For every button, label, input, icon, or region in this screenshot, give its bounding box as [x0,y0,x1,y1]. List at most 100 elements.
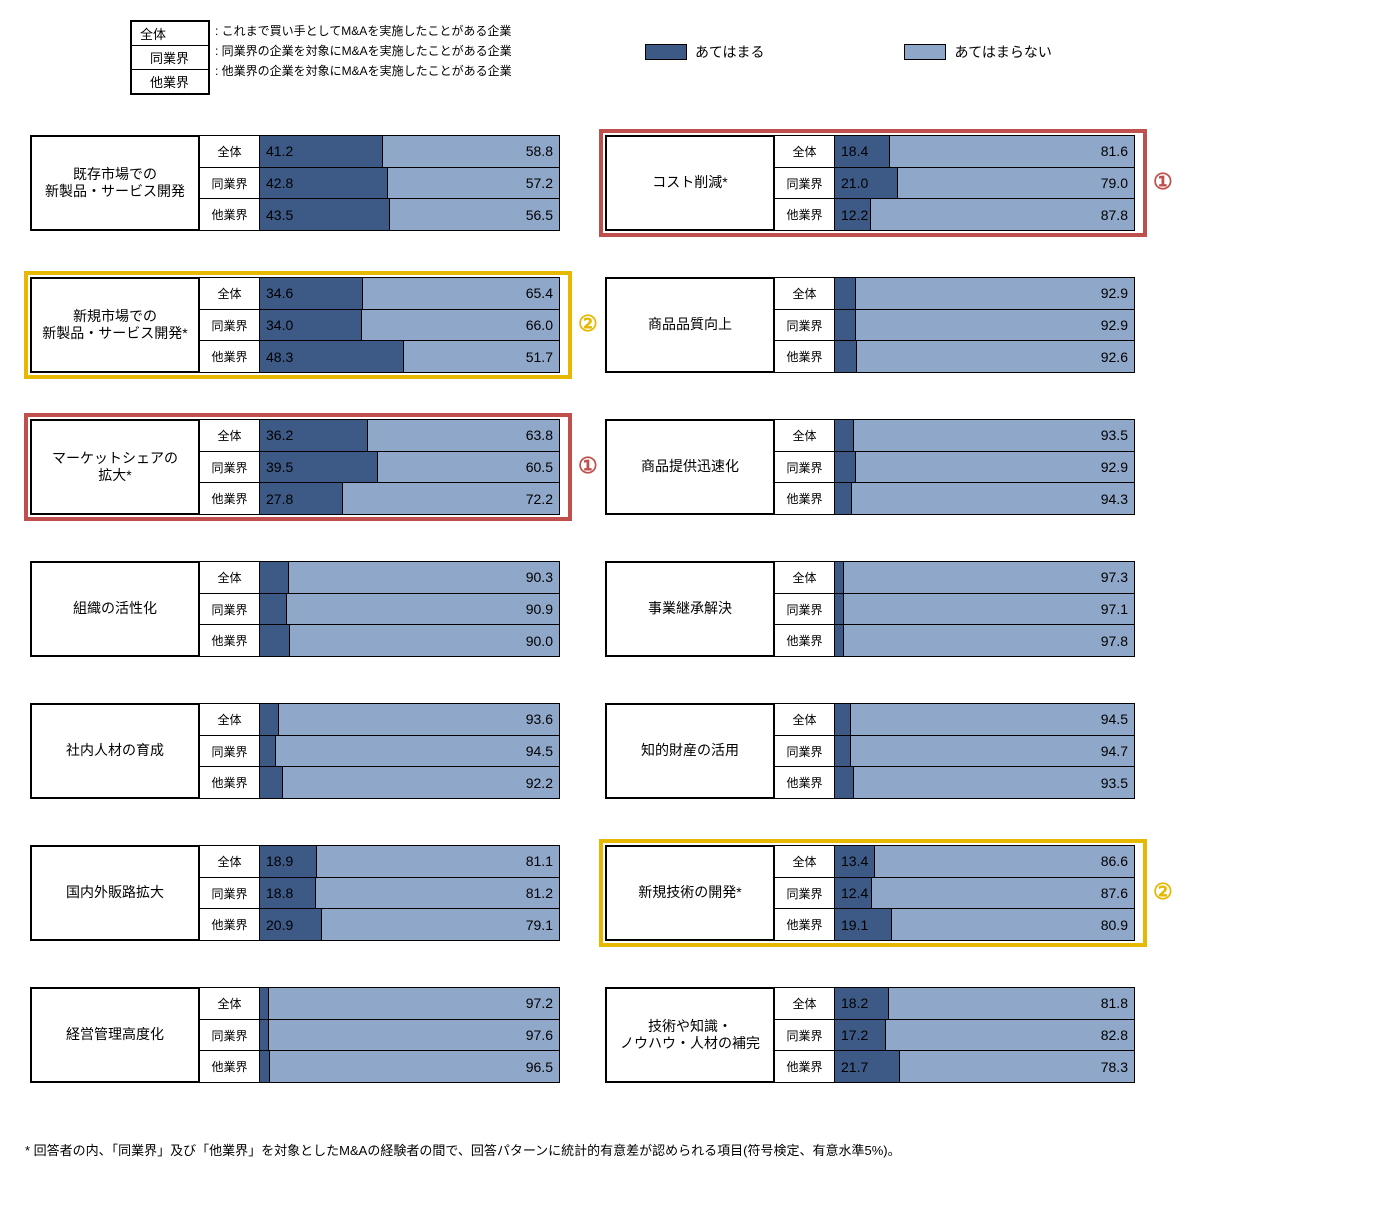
bar-segment-dark: 18.2 [835,988,889,1019]
bar-value-light: 80.9 [1101,917,1128,933]
row-key-same-note: : 同業界の企業を対象にM&Aを実施したことがある企業 [215,42,512,59]
bar-row: 2.897.2 [260,987,560,1020]
bar-segment-light: 57.2 [388,168,559,199]
color-legend: あてはまる あてはまらない [645,42,1052,62]
row-label: 他業界 [200,625,260,657]
bar-row: 6.593.5 [835,767,1135,799]
chart-group: 既存市場での新製品・サービス開発全体同業界他業界41.258.842.857.2… [30,135,560,231]
bar-row: 2.2 97.8 [835,625,1135,657]
bar-segment-light: 90.9 [287,594,559,625]
bar-row: 18.281.8 [835,987,1135,1020]
row-key-same: 同業界 [132,46,208,70]
row-label: 同業界 [200,168,260,200]
bar-value-light: 90.9 [526,601,553,617]
bar-segment-light: 93.5 [854,767,1134,798]
bar-segment-dark: 41.2 [260,136,383,167]
bar-segment-light: 82.8 [886,1020,1134,1051]
bar-segment-dark: 13.4 [835,846,875,877]
row-label: 同業界 [200,878,260,910]
swatch-dark [645,44,687,60]
bar-value-light: 57.2 [526,175,553,191]
bar-row: 6.593.5 [835,419,1135,452]
row-label: 同業界 [200,310,260,342]
bar-value-light: 81.1 [526,853,553,869]
row-label: 全体 [775,419,835,452]
bar-value-dark: 20.9 [266,917,293,933]
chart-group: 知的財産の活用全体同業界他業界5.594.55.394.76.593.5 [605,703,1135,799]
row-label: 他業界 [200,767,260,799]
category-label: 国内外販路拡大 [30,845,200,941]
bar-value-dark: 12.4 [841,885,868,901]
bar-segment-dark: 21.7 [835,1051,900,1082]
row-label: 全体 [775,703,835,736]
bar-segment-light: 87.8 [871,199,1134,230]
bar-value-dark: 43.5 [266,207,293,223]
bar-segment-light: 92.6 [857,341,1134,372]
bar-row: 9.790.3 [260,561,560,594]
bar-value-light: 97.3 [1101,569,1128,585]
bar-row: 7.492.6 [835,341,1135,373]
bar-value-light: 51.7 [526,349,553,365]
bar-value-light: 81.6 [1101,143,1128,159]
bar-row: 18.981.1 [260,845,560,878]
bar-value-dark: 18.4 [841,143,868,159]
bar-value-dark: 39.5 [266,459,293,475]
row-key-all: 全体 [132,22,208,46]
category-label: コスト削減* [605,135,775,231]
bar-segment-light: 80.9 [892,909,1134,940]
bar-segment-dark: 2.2 [835,625,844,656]
row-label: 同業界 [200,452,260,484]
bar-segment-light: 97.2 [269,988,559,1019]
bar-segment-light: 92.9 [856,452,1134,483]
bar-value-dark: 42.8 [266,175,293,191]
row-label: 全体 [200,561,260,594]
bar-segment-light: 78.3 [900,1051,1134,1082]
row-label: 全体 [200,987,260,1020]
bar-segment-light: 60.5 [378,452,559,483]
bar-value-light: 97.2 [526,995,553,1011]
bar-value-light: 72.2 [526,491,553,507]
bar-value-light: 60.5 [526,459,553,475]
bar-row: 42.8 57.2 [260,168,560,200]
category-label: マーケットシェアの拡大* [30,419,200,515]
bar-segment-dark: 10.0 [260,625,290,656]
highlight-badge: ① [578,453,598,479]
bar-segment-dark: 6.4 [260,704,279,735]
bar-segment-dark: 17.2 [835,1020,886,1051]
bar-row: 5.794.3 [835,483,1135,515]
bar-value-light: 97.6 [526,1027,553,1043]
bar-value-light: 92.9 [1101,317,1128,333]
bar-row: 21.079.0 [835,168,1135,200]
bar-row: 13.486.6 [835,845,1135,878]
category-label: 新規技術の開発* [605,845,775,941]
row-key-box: 全体 同業界 他業界 [130,20,210,95]
bar-segment-dark: 2.9 [835,594,844,625]
bar-row: 48.351.7 [260,341,560,373]
bar-row: 9.190.9 [260,594,560,626]
bar-segment-dark: 5.7 [835,483,852,514]
bar-row: 7.192.9 [835,277,1135,310]
bar-segment-light: 63.8 [368,420,559,451]
category-label: 商品品質向上 [605,277,775,373]
bar-value-light: 63.8 [526,427,553,443]
row-label: 全体 [775,135,835,168]
bar-value-light: 97.8 [1101,633,1128,649]
bar-segment-light: 81.8 [889,988,1134,1019]
bar-row: 17.282.8 [835,1020,1135,1052]
row-label: 全体 [200,845,260,878]
row-label: 同業界 [775,1020,835,1052]
bar-value-light: 90.3 [526,569,553,585]
bar-value-light: 58.8 [526,143,553,159]
bar-value-light: 93.6 [526,711,553,727]
bar-value-dark: 41.2 [266,143,293,159]
bar-row: 5.394.7 [835,736,1135,768]
category-label: 事業継承解決 [605,561,775,657]
row-key-other-note: : 他業界の企業を対象にM&Aを実施したことがある企業 [215,62,512,79]
chart-group: マーケットシェアの拡大*全体同業界他業界36.263.839.560.527.8… [30,419,560,515]
bar-segment-dark: 5.3 [835,736,851,767]
bar-segment-light: 90.3 [289,562,559,593]
bar-segment-dark: 2.4 [260,1020,269,1051]
bar-value-light: 87.6 [1101,885,1128,901]
bar-row: 21.778.3 [835,1051,1135,1083]
row-label: 同業界 [775,878,835,910]
